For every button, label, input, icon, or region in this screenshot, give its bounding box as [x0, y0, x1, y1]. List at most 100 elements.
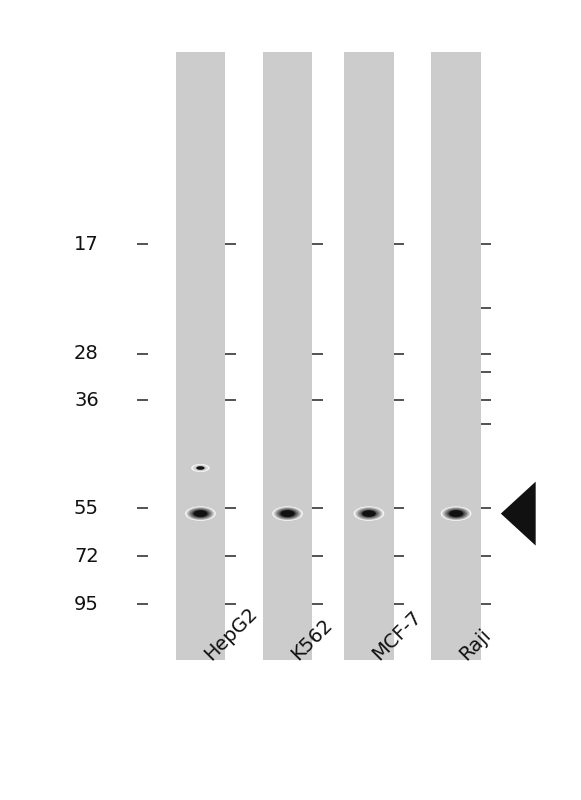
Ellipse shape — [357, 508, 381, 519]
Ellipse shape — [199, 467, 202, 469]
Ellipse shape — [197, 466, 204, 470]
Text: 95: 95 — [74, 594, 99, 614]
Ellipse shape — [355, 507, 383, 520]
Ellipse shape — [286, 513, 289, 514]
Text: 28: 28 — [74, 344, 99, 363]
Bar — [431, 52, 481, 660]
Ellipse shape — [193, 510, 207, 517]
Ellipse shape — [453, 512, 459, 515]
Ellipse shape — [191, 510, 210, 518]
Ellipse shape — [188, 508, 213, 519]
Ellipse shape — [192, 464, 209, 472]
Text: 36: 36 — [74, 390, 99, 410]
Bar — [263, 52, 313, 660]
Text: 72: 72 — [74, 546, 99, 566]
Bar — [344, 52, 394, 660]
Ellipse shape — [193, 465, 207, 471]
Ellipse shape — [199, 467, 202, 469]
Ellipse shape — [197, 466, 204, 470]
Ellipse shape — [278, 510, 297, 518]
Text: 55: 55 — [74, 498, 99, 518]
Ellipse shape — [186, 506, 215, 521]
Ellipse shape — [358, 509, 379, 518]
Ellipse shape — [282, 511, 293, 516]
Ellipse shape — [190, 509, 211, 518]
Ellipse shape — [444, 508, 468, 519]
Ellipse shape — [194, 510, 207, 517]
Ellipse shape — [454, 513, 458, 514]
Ellipse shape — [442, 507, 470, 520]
Polygon shape — [501, 482, 536, 546]
Ellipse shape — [196, 466, 205, 470]
Ellipse shape — [191, 464, 210, 472]
Ellipse shape — [447, 510, 465, 518]
Ellipse shape — [359, 509, 379, 518]
Ellipse shape — [277, 509, 298, 518]
Ellipse shape — [195, 466, 206, 470]
Ellipse shape — [363, 510, 375, 517]
Ellipse shape — [366, 512, 372, 515]
Ellipse shape — [187, 507, 214, 520]
Ellipse shape — [451, 511, 461, 516]
Ellipse shape — [199, 513, 202, 514]
Ellipse shape — [272, 506, 303, 521]
Ellipse shape — [364, 511, 374, 516]
Ellipse shape — [449, 510, 464, 518]
Ellipse shape — [196, 512, 205, 515]
Ellipse shape — [449, 510, 463, 517]
Ellipse shape — [198, 512, 203, 515]
Ellipse shape — [365, 512, 373, 515]
Ellipse shape — [188, 507, 213, 520]
Ellipse shape — [193, 465, 208, 471]
Ellipse shape — [446, 509, 466, 518]
Ellipse shape — [444, 508, 468, 519]
Ellipse shape — [452, 512, 460, 515]
Bar — [175, 52, 225, 660]
Ellipse shape — [446, 509, 467, 518]
Ellipse shape — [185, 506, 216, 521]
Ellipse shape — [354, 506, 384, 521]
Ellipse shape — [354, 506, 383, 521]
Ellipse shape — [192, 465, 209, 471]
Ellipse shape — [451, 511, 461, 516]
Text: K562: K562 — [288, 615, 336, 664]
Ellipse shape — [192, 510, 209, 518]
Ellipse shape — [443, 507, 469, 520]
Ellipse shape — [361, 510, 376, 518]
Ellipse shape — [367, 513, 371, 514]
Ellipse shape — [281, 510, 294, 517]
Ellipse shape — [191, 509, 210, 518]
Ellipse shape — [196, 466, 205, 470]
Ellipse shape — [280, 510, 295, 518]
Ellipse shape — [367, 513, 371, 514]
Ellipse shape — [273, 506, 302, 521]
Ellipse shape — [442, 506, 471, 521]
Ellipse shape — [284, 512, 292, 515]
Ellipse shape — [193, 510, 207, 517]
Ellipse shape — [198, 513, 203, 514]
Ellipse shape — [357, 508, 381, 519]
Ellipse shape — [356, 507, 382, 520]
Ellipse shape — [362, 510, 376, 517]
Ellipse shape — [281, 510, 295, 517]
Ellipse shape — [275, 508, 300, 519]
Ellipse shape — [276, 508, 299, 519]
Ellipse shape — [195, 466, 206, 470]
Text: HepG2: HepG2 — [200, 604, 261, 664]
Ellipse shape — [283, 511, 292, 516]
Ellipse shape — [362, 510, 376, 517]
Ellipse shape — [441, 506, 471, 521]
Ellipse shape — [279, 510, 296, 518]
Ellipse shape — [196, 466, 205, 470]
Ellipse shape — [194, 466, 207, 470]
Ellipse shape — [195, 466, 206, 470]
Ellipse shape — [449, 510, 463, 517]
Text: Raji: Raji — [456, 625, 495, 664]
Text: 17: 17 — [74, 234, 99, 254]
Ellipse shape — [360, 510, 378, 518]
Text: MCF-7: MCF-7 — [369, 607, 426, 664]
Ellipse shape — [450, 510, 462, 517]
Ellipse shape — [281, 510, 295, 517]
Ellipse shape — [285, 512, 290, 515]
Ellipse shape — [189, 508, 212, 519]
